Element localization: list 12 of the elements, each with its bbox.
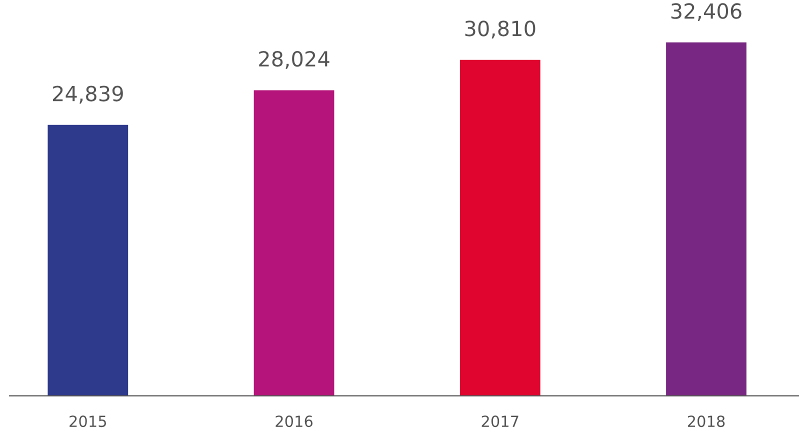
- bar: [666, 42, 746, 396]
- x-tick-label: 2017: [482, 416, 518, 428]
- data-label: 24,839: [52, 86, 123, 104]
- x-tick-label: 2016: [276, 416, 312, 428]
- data-label: 28,024: [259, 50, 330, 69]
- x-tick-label: 2018: [688, 416, 725, 428]
- x-tick-label: 2015: [70, 416, 106, 428]
- bar: [48, 124, 128, 396]
- data-label: 30,810: [465, 20, 536, 38]
- bar: [460, 60, 540, 396]
- bar: [254, 90, 334, 396]
- data-label: 32,406: [671, 3, 742, 22]
